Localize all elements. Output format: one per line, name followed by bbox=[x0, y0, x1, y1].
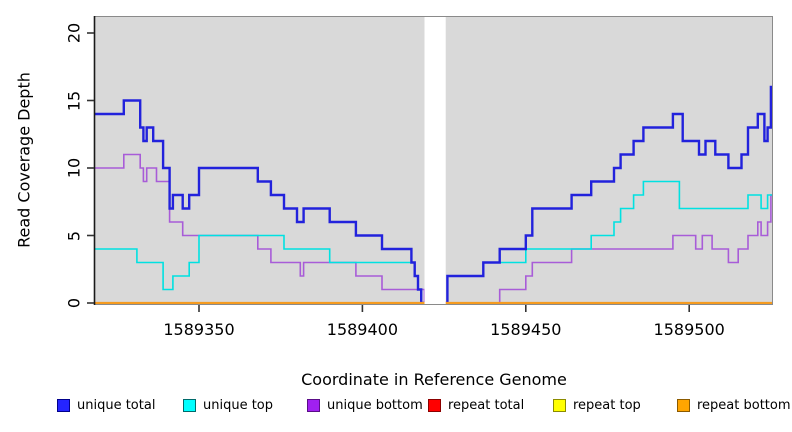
legend: unique total unique top unique bottom re… bbox=[0, 394, 792, 420]
legend-swatch-repeat-bottom bbox=[677, 398, 690, 412]
legend-item-repeat-total: repeat total bbox=[428, 394, 524, 416]
legend-swatch-repeat-top bbox=[553, 398, 566, 412]
x-tick-label-0: 1589350 bbox=[163, 320, 235, 339]
legend-label: repeat total bbox=[448, 397, 525, 413]
x-tick-label-1: 1589400 bbox=[326, 320, 399, 339]
y-tick-label-1: 5 bbox=[64, 230, 84, 241]
legend-swatch-unique-top bbox=[183, 398, 196, 412]
legend-label: unique bottom bbox=[327, 397, 423, 413]
legend-item-unique-top: unique top bbox=[183, 394, 273, 416]
legend-label: unique total bbox=[77, 397, 156, 413]
y-axis-title: Read Coverage Depth bbox=[14, 72, 34, 248]
legend-label: repeat bottom bbox=[697, 397, 791, 413]
series-line-unique-bottom bbox=[95, 153, 772, 304]
x-tick-label-2: 1589450 bbox=[490, 320, 562, 339]
y-tick-label-4: 20 bbox=[64, 22, 84, 44]
x-tick-label-3: 1589500 bbox=[653, 320, 725, 339]
y-tick-label-2: 10 bbox=[64, 157, 84, 179]
legend-swatch-unique-bottom bbox=[307, 398, 320, 412]
legend-item-repeat-bottom: repeat bottom bbox=[677, 394, 791, 416]
legend-item-repeat-top: repeat top bbox=[553, 394, 641, 416]
x-axis-title: Coordinate in Reference Genome bbox=[301, 370, 567, 389]
legend-swatch-repeat-total bbox=[428, 398, 441, 412]
legend-swatch-unique-total bbox=[57, 398, 70, 412]
legend-item-unique-bottom: unique bottom bbox=[307, 394, 423, 416]
y-tick-label-0: 0 bbox=[64, 297, 84, 309]
y-tick-label-3: 15 bbox=[64, 90, 84, 111]
legend-label: repeat top bbox=[573, 397, 641, 413]
legend-label: unique top bbox=[203, 397, 274, 413]
legend-item-unique-total: unique total bbox=[57, 394, 155, 416]
missing-data-gap bbox=[424, 17, 446, 305]
